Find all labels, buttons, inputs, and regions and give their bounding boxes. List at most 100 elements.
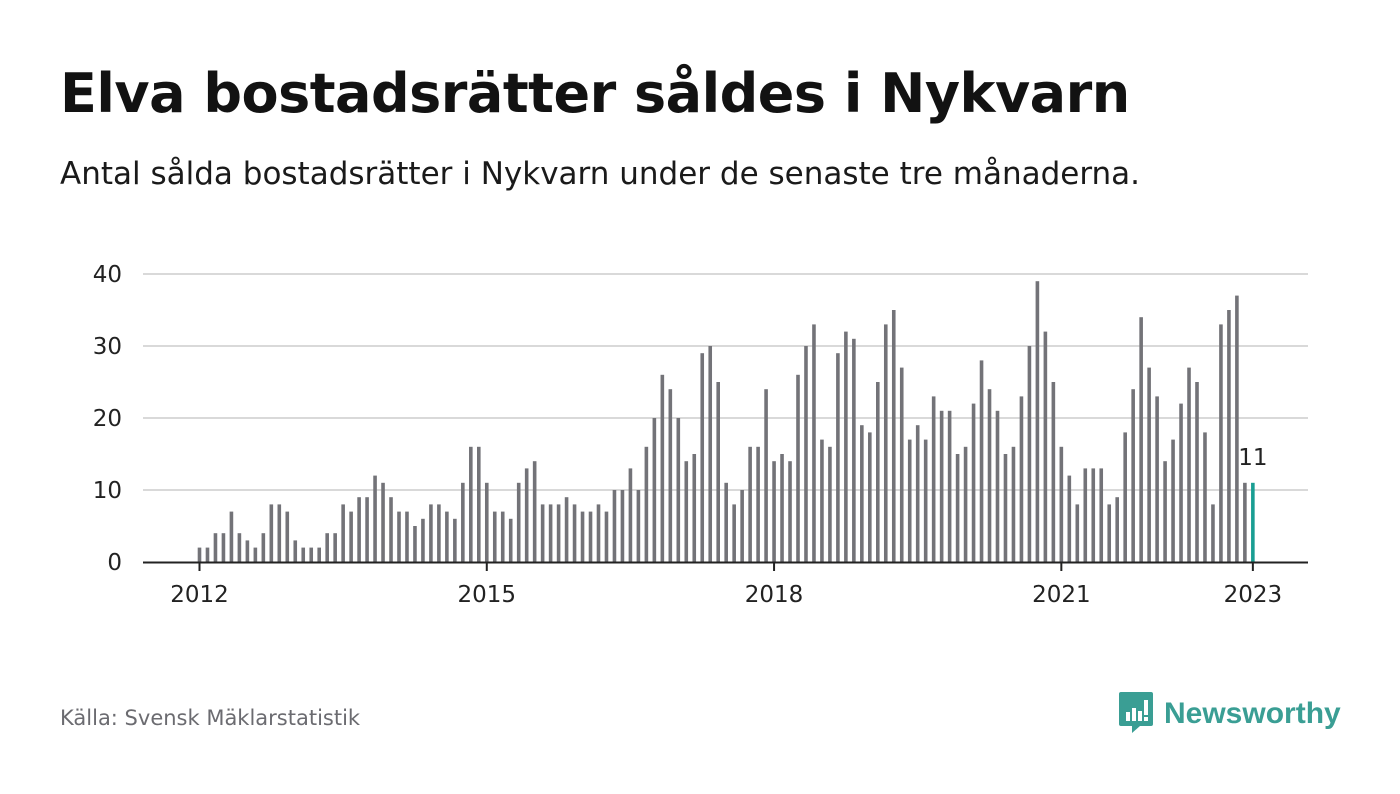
- bar: [277, 504, 282, 562]
- y-tick-label: 40: [93, 262, 122, 288]
- highlight-bar: [1251, 482, 1255, 562]
- bar: [772, 461, 776, 562]
- bar: [844, 331, 848, 562]
- bar: [732, 504, 736, 562]
- bar: [1227, 310, 1231, 562]
- bar: [389, 497, 393, 562]
- bar: [652, 418, 657, 562]
- bar: [500, 511, 505, 562]
- bar: [1067, 475, 1072, 562]
- bar: [261, 533, 266, 562]
- bar: [588, 511, 593, 562]
- bar: [899, 367, 904, 562]
- bar: [1187, 367, 1191, 562]
- bar: [644, 446, 649, 562]
- bar: [1171, 439, 1175, 562]
- bar: [1235, 295, 1239, 562]
- x-tick-label: 2012: [170, 582, 229, 608]
- bar: [836, 353, 840, 562]
- bar: [1083, 468, 1088, 562]
- bar: [740, 490, 744, 562]
- bar: [868, 432, 872, 562]
- bar: [756, 446, 760, 562]
- bar: [564, 497, 569, 562]
- data-label: 11: [1238, 445, 1267, 471]
- bar: [333, 533, 337, 562]
- bar: [540, 504, 545, 562]
- bar: [453, 518, 457, 562]
- bar: [692, 454, 697, 562]
- bar: [724, 482, 728, 562]
- bar: [1131, 389, 1135, 562]
- bar: [660, 374, 665, 562]
- chart-title: Elva bostadsrätter såldes i Nykvarn: [60, 62, 1130, 125]
- y-tick-label: 20: [93, 406, 122, 432]
- bar: [381, 482, 385, 562]
- bar: [1243, 482, 1247, 562]
- bar: [229, 511, 234, 562]
- bar: [1123, 432, 1127, 562]
- bar: [947, 410, 952, 562]
- bar: [612, 490, 617, 562]
- bar: [923, 439, 928, 562]
- bar: [325, 533, 329, 562]
- bar: [1011, 446, 1016, 562]
- bar: [317, 547, 321, 562]
- x-tick-label: 2021: [1032, 582, 1091, 608]
- bar: [477, 446, 481, 562]
- bar: [1075, 504, 1080, 562]
- bar: [1051, 382, 1056, 562]
- bar: [373, 475, 377, 562]
- bar: [197, 547, 202, 562]
- bar: [1179, 403, 1183, 562]
- bar: [397, 511, 401, 562]
- bar: [995, 410, 1000, 562]
- bar: [804, 346, 808, 562]
- bar: [429, 504, 433, 562]
- bar: [1027, 346, 1032, 562]
- bar: [876, 382, 880, 562]
- bar: [492, 511, 497, 562]
- bar: [1091, 468, 1096, 562]
- bar: [628, 468, 633, 562]
- bar: [341, 504, 345, 562]
- x-tick-label: 2015: [458, 582, 517, 608]
- bar: [1099, 468, 1104, 562]
- source-credit: Källa: Svensk Mäklarstatistik: [60, 706, 361, 730]
- bar: [939, 410, 944, 562]
- bar: [437, 504, 441, 562]
- bar: [620, 490, 625, 562]
- bar: [1059, 446, 1064, 562]
- bar: [421, 518, 425, 562]
- bar: [1043, 331, 1048, 562]
- x-tick-label: 2018: [745, 582, 804, 608]
- bar: [788, 461, 792, 562]
- bar: [1219, 324, 1223, 562]
- bar: [548, 504, 553, 562]
- bar: [860, 425, 864, 562]
- brand-logo[interactable]: Newsworthy: [1118, 690, 1341, 738]
- bar: [365, 497, 369, 562]
- bar: [293, 540, 298, 562]
- bar: [907, 439, 912, 562]
- bar: [405, 511, 409, 562]
- bar: [445, 511, 449, 562]
- brand-name: Newsworthy: [1164, 697, 1341, 730]
- bar: [516, 482, 521, 562]
- bar: [708, 346, 713, 562]
- bar: [1019, 396, 1024, 562]
- bar: [508, 518, 513, 562]
- bar: [1195, 382, 1199, 562]
- bar: [205, 547, 210, 562]
- chart-subtitle: Antal sålda bostadsrätter i Nykvarn unde…: [60, 156, 1141, 192]
- bar: [1139, 317, 1143, 562]
- bar: [580, 511, 585, 562]
- bar: [269, 504, 274, 562]
- bar: [676, 418, 681, 562]
- bar: [1107, 504, 1112, 562]
- bar: [955, 454, 960, 562]
- bar: [221, 533, 226, 562]
- bar: [915, 425, 920, 562]
- x-tick-label: 2023: [1224, 582, 1283, 608]
